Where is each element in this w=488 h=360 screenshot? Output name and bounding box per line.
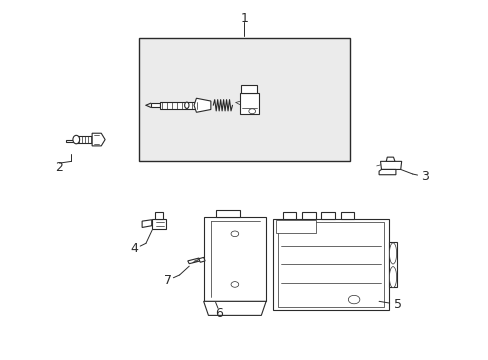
Bar: [302, 212, 315, 219]
Bar: [75, 136, 92, 143]
Circle shape: [230, 282, 238, 287]
Bar: [139, 37, 349, 161]
Ellipse shape: [73, 135, 80, 144]
Ellipse shape: [388, 243, 396, 264]
Text: 4: 4: [130, 242, 138, 255]
Text: 7: 7: [163, 274, 171, 287]
Bar: [160, 102, 199, 109]
Text: 3: 3: [420, 170, 428, 183]
Bar: [278, 222, 383, 307]
Text: 2: 2: [56, 161, 63, 174]
Polygon shape: [194, 98, 210, 112]
Circle shape: [230, 231, 238, 237]
Ellipse shape: [388, 267, 396, 288]
Polygon shape: [92, 133, 105, 146]
Bar: [151, 219, 166, 229]
Bar: [283, 212, 296, 219]
Text: 6: 6: [215, 307, 223, 320]
Bar: [241, 85, 257, 93]
Polygon shape: [187, 258, 200, 264]
Polygon shape: [386, 157, 394, 161]
Bar: [388, 242, 397, 287]
Circle shape: [347, 295, 359, 304]
Bar: [215, 210, 239, 217]
Ellipse shape: [184, 102, 188, 108]
Polygon shape: [378, 170, 395, 175]
Bar: [203, 217, 265, 301]
Bar: [239, 93, 258, 114]
Text: 5: 5: [393, 298, 402, 311]
Bar: [154, 212, 163, 219]
Bar: [275, 220, 315, 233]
Polygon shape: [150, 103, 160, 107]
Circle shape: [248, 109, 255, 114]
Polygon shape: [203, 301, 265, 315]
Bar: [321, 212, 334, 219]
Polygon shape: [380, 161, 401, 170]
Bar: [273, 219, 388, 310]
Text: 1: 1: [240, 12, 248, 25]
Polygon shape: [199, 257, 204, 262]
Bar: [340, 212, 353, 219]
Polygon shape: [142, 220, 151, 228]
Polygon shape: [65, 140, 75, 142]
